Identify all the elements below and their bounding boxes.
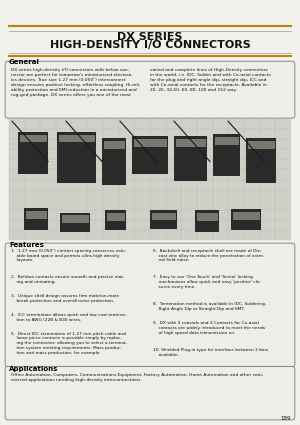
Bar — [61, 215, 88, 223]
Bar — [246, 138, 276, 183]
Bar — [24, 208, 48, 230]
FancyBboxPatch shape — [9, 119, 291, 240]
Bar — [231, 209, 261, 230]
Text: 4.  ICC termination allows quick and low cost termina-
    tion to AWG (22B & B3: 4. ICC termination allows quick and low … — [11, 313, 126, 322]
Text: DX SERIES: DX SERIES — [117, 32, 183, 42]
Text: Features: Features — [9, 242, 44, 248]
Bar — [150, 210, 177, 229]
Text: HIGH-DENSITY I/O CONNECTORS: HIGH-DENSITY I/O CONNECTORS — [50, 40, 250, 51]
Bar — [174, 136, 207, 181]
Bar — [20, 135, 46, 142]
FancyBboxPatch shape — [5, 61, 295, 118]
Bar — [152, 212, 176, 220]
Text: 189: 189 — [280, 416, 291, 421]
Bar — [132, 136, 168, 174]
Bar — [58, 135, 94, 142]
Text: 2.  Bellows contacts ensure smooth and precise mat-
    ing and unmating.: 2. Bellows contacts ensure smooth and pr… — [11, 275, 124, 284]
Bar — [60, 212, 90, 232]
Text: 5.  Direct IDC termination of 1.27 mm pitch cable and
    loose piece contacts i: 5. Direct IDC termination of 1.27 mm pit… — [11, 332, 127, 355]
Text: 10. Shielded Plug-in type for interface between 2 bins
    available.: 10. Shielded Plug-in type for interface … — [153, 348, 268, 357]
Bar — [103, 141, 124, 149]
FancyBboxPatch shape — [5, 366, 295, 420]
Bar — [195, 210, 219, 232]
Text: 7.  Easy to use 'One-Touch' and 'Screw' locking
    mechanisms allow quick and e: 7. Easy to use 'One-Touch' and 'Screw' l… — [153, 275, 261, 289]
Bar — [196, 213, 218, 221]
Bar — [105, 210, 126, 230]
Bar — [213, 134, 240, 176]
Text: Applications: Applications — [9, 366, 58, 372]
Text: 6.  Backshell and receptacle shell are made of Die-
    cast zinc alloy to reduc: 6. Backshell and receptacle shell are ma… — [153, 249, 264, 262]
Bar — [248, 141, 274, 149]
Bar — [26, 211, 46, 219]
Bar — [232, 212, 260, 220]
Text: 8.  Termination method is available in IDC, Soldering,
    Right Angle Dip or St: 8. Termination method is available in ID… — [153, 302, 266, 311]
Text: 9.  DX with 3 coaxials and 3 Contacts for Co-axial
    contacts are widely intro: 9. DX with 3 coaxials and 3 Contacts for… — [153, 321, 265, 334]
Text: DX series high-density I/O connectors with below con-
nector are perfect for tom: DX series high-density I/O connectors wi… — [11, 68, 140, 97]
Bar — [57, 132, 96, 183]
Text: varied and complete lines of High-Density connectors
in the world, i.e. IDC, Sol: varied and complete lines of High-Densit… — [150, 68, 271, 92]
Bar — [102, 138, 126, 185]
Bar — [134, 139, 166, 147]
Text: 1.  1.27 mm (0.050") contact spacing conserves valu-
    able board space and pe: 1. 1.27 mm (0.050") contact spacing cons… — [11, 249, 126, 262]
Text: 3.  Unique shell design assures firm mate/un-mate
    break protection and overa: 3. Unique shell design assures firm mate… — [11, 294, 118, 303]
Text: General: General — [9, 60, 40, 65]
Text: Office Automation, Computers, Communications Equipment, Factory Automation, Home: Office Automation, Computers, Communicat… — [11, 373, 263, 382]
Bar — [214, 137, 239, 144]
Bar — [106, 213, 124, 221]
FancyBboxPatch shape — [5, 243, 295, 367]
Bar — [176, 139, 206, 147]
Bar — [18, 132, 48, 174]
